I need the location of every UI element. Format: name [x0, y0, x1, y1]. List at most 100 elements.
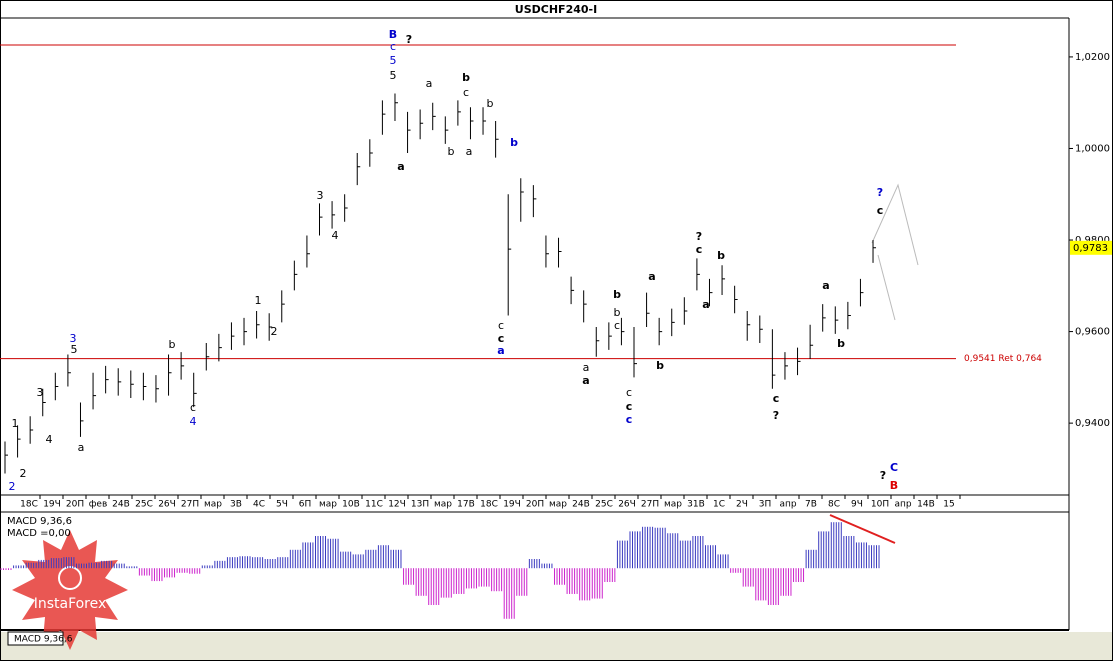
price-bar [507, 194, 512, 316]
price-bar [809, 324, 814, 360]
price-bar [721, 265, 726, 295]
price-bar [268, 313, 273, 341]
price-bar [344, 194, 348, 222]
x-tick-label: апр [894, 500, 911, 510]
x-tick-label: 4C [253, 500, 265, 510]
wave-label: c [614, 319, 620, 332]
indicator-tab[interactable] [7, 631, 64, 646]
x-tick-label: 2Ч [736, 500, 748, 510]
wave-label: a [466, 145, 473, 158]
price-bar [784, 352, 788, 380]
y-tick-label: 0,9600 [1075, 327, 1110, 338]
x-tick-label: 5Ч [276, 500, 288, 510]
price-bar [771, 329, 776, 389]
price-bar [797, 347, 801, 376]
price-bar [545, 235, 549, 268]
price-bar [17, 425, 21, 458]
price-bar [193, 372, 197, 408]
x-tick-label: 18C [480, 500, 498, 510]
price-bar [369, 139, 373, 167]
price-bar [4, 441, 8, 474]
price-bar [444, 116, 449, 144]
wave-label: 2 [271, 325, 278, 338]
wave-label: c [626, 413, 633, 426]
x-tick-label: апр [779, 500, 796, 510]
wave-label: c [877, 204, 884, 217]
price-bar [734, 285, 738, 314]
price-bar [117, 368, 122, 396]
x-tick-label: 25C [135, 500, 153, 510]
x-tick-label: мар [434, 500, 452, 510]
price-bar [243, 317, 248, 346]
wave-label: ? [773, 409, 779, 422]
x-tick-label: мар [549, 500, 567, 510]
price-bar [859, 278, 864, 307]
price-bar [356, 153, 361, 186]
wave-label: c [626, 400, 633, 413]
wave-label: c [190, 401, 196, 414]
wave-label: b [462, 71, 470, 84]
x-tick-label: 12Ч [388, 500, 406, 510]
wave-label: b [448, 145, 455, 158]
wave-label: a [397, 160, 404, 173]
forecast-path [877, 254, 896, 321]
price-bar [54, 372, 59, 401]
wave-label: a [822, 279, 829, 292]
price-bar [256, 310, 260, 339]
x-tick-label: 11C [365, 500, 383, 510]
indicator-value: MACD =0,00 [7, 528, 71, 539]
price-bar [218, 333, 222, 362]
price-bar [595, 326, 600, 357]
divergence-line [829, 514, 896, 544]
price-bar [520, 178, 524, 222]
wave-label: 1 [12, 417, 19, 430]
wave-label: 4 [190, 415, 197, 428]
price-bar [847, 301, 851, 330]
last-price-label: 0,9783 [1073, 243, 1108, 254]
wave-label: 1 [255, 294, 262, 307]
wave-label: c [498, 332, 505, 345]
price-bar [306, 235, 310, 268]
wave-label: a [648, 270, 655, 283]
x-tick-label: 1C [713, 500, 725, 510]
wave-label: b [717, 249, 725, 262]
indicator-title: MACD 9,36,6 [7, 516, 72, 527]
wave-label: 5 [390, 54, 397, 67]
price-bar [205, 343, 210, 371]
chart-title: USDCHF240-I [515, 3, 597, 16]
wave-label: c [773, 392, 780, 405]
price-bar [394, 93, 398, 121]
wave-label: 4 [46, 433, 53, 446]
forecast-path [871, 183, 919, 266]
x-tick-label: 6П [299, 500, 312, 510]
price-bar [746, 310, 751, 341]
wave-label: 2 [20, 467, 27, 480]
price-bar [92, 372, 97, 410]
x-tick-label: 18C [20, 500, 38, 510]
indicator-tab-label[interactable]: MACD 9,36,6 [14, 635, 73, 645]
x-tick-label: фев [89, 500, 108, 510]
level-label: 0,9541 Ret 0,764 [964, 354, 1042, 364]
price-bar [482, 107, 487, 135]
x-tick-label: 10П [871, 500, 889, 510]
price-bar [331, 201, 336, 229]
x-tick-label: 3В [230, 500, 242, 510]
watermark-icon [58, 566, 82, 590]
price-bar [583, 290, 587, 323]
x-tick-label: 27П [181, 500, 199, 510]
x-tick-label: 8C [828, 500, 840, 510]
y-tick-label: 0,9800 [1075, 235, 1110, 246]
price-bar [142, 372, 147, 401]
price-bar [620, 317, 625, 346]
y-tick-label: 1,0200 [1075, 52, 1110, 63]
x-tick-label: 27П [641, 500, 659, 510]
wave-label: a [702, 298, 709, 311]
wave-label: ? [877, 186, 883, 199]
x-tick-label: 26Ч [158, 500, 176, 510]
wave-label: b [656, 359, 664, 372]
wave-label: b [614, 306, 621, 319]
price-bar [532, 185, 537, 218]
y-tick-label: 0,9400 [1075, 418, 1110, 429]
x-tick-label: 20П [66, 500, 84, 510]
